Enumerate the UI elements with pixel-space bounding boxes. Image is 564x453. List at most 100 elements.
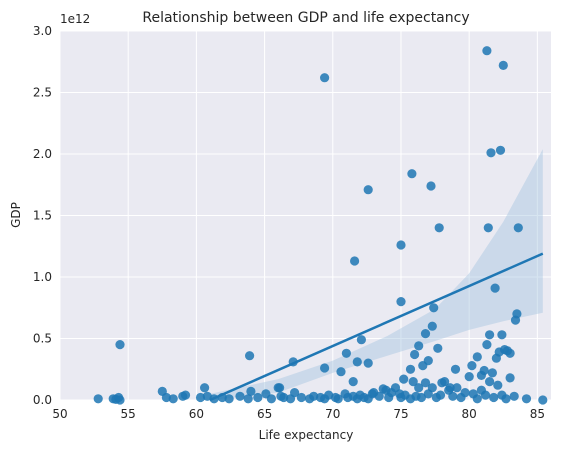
data-point [93, 394, 103, 404]
regression-line [209, 252, 544, 402]
data-point [427, 383, 437, 393]
data-point [423, 356, 433, 366]
x-axis-label: Life expectancy [259, 428, 354, 442]
data-point [482, 46, 492, 56]
y-tick-label: 0.5 [33, 332, 52, 346]
data-point [427, 321, 437, 331]
data-points [93, 46, 548, 405]
data-point [472, 352, 482, 362]
x-tick-label: 60 [189, 407, 204, 421]
data-point [420, 329, 431, 339]
data-point [480, 390, 491, 400]
chart-title: Relationship between GDP and life expect… [142, 10, 469, 26]
data-point [195, 392, 206, 403]
data-point [513, 223, 523, 233]
data-point [416, 392, 426, 403]
data-point [115, 395, 125, 405]
data-point [460, 388, 470, 398]
data-point [485, 330, 495, 340]
confidence-band [210, 149, 543, 400]
y-tick-label: 1.5 [33, 209, 52, 223]
x-tick-label: 50 [52, 407, 67, 421]
y-tick-label: 2.0 [33, 147, 52, 161]
data-point [405, 364, 416, 374]
data-point [336, 367, 346, 377]
data-point [472, 394, 482, 404]
data-point [414, 341, 424, 351]
x-tick-label: 70 [325, 407, 340, 421]
x-tick-labels: 50 55 60 65 70 75 80 85 [52, 407, 545, 421]
data-point [333, 394, 343, 404]
data-point [363, 358, 373, 368]
y-tick-labels: 0.0 0.5 1.0 1.5 2.0 2.5 3.0 [33, 24, 52, 407]
data-point [538, 395, 548, 405]
data-point [246, 386, 256, 396]
x-tick-label: 80 [462, 407, 477, 421]
y-tick-label: 2.5 [33, 86, 52, 100]
data-point [296, 392, 306, 403]
data-point [505, 373, 515, 383]
data-point [467, 361, 477, 371]
data-point [509, 391, 519, 401]
x-tick-label: 75 [393, 407, 408, 421]
data-point [487, 368, 497, 378]
data-point [348, 377, 358, 387]
data-point [512, 309, 522, 319]
data-point [290, 388, 300, 398]
data-point [396, 297, 406, 307]
ci-band-area [210, 149, 543, 400]
data-point [490, 283, 500, 293]
data-point [445, 383, 455, 393]
data-point [245, 351, 255, 361]
data-point [495, 145, 506, 155]
data-point [243, 394, 253, 404]
data-point [168, 394, 178, 404]
data-point [407, 169, 417, 179]
data-point [115, 340, 125, 350]
data-point [363, 185, 373, 195]
data-point [273, 383, 283, 393]
data-point [501, 394, 511, 404]
data-point [437, 378, 447, 388]
data-point [356, 335, 366, 345]
data-point [464, 372, 474, 382]
data-point [426, 181, 436, 191]
data-point [448, 391, 458, 401]
data-point [320, 363, 330, 373]
data-point [399, 374, 409, 384]
regression-line-stroke [209, 252, 544, 402]
y-offset-label: 1e12 [60, 12, 90, 26]
data-point [279, 392, 289, 403]
data-point [410, 349, 420, 360]
data-point [505, 348, 515, 358]
data-point [429, 303, 439, 313]
data-point [266, 394, 276, 404]
data-point [235, 391, 245, 401]
grid [59, 30, 551, 401]
data-point [489, 392, 499, 403]
data-point [433, 343, 443, 353]
data-point [497, 330, 507, 340]
data-point [521, 394, 532, 404]
data-point [180, 390, 191, 400]
data-point [450, 364, 461, 374]
data-point [320, 73, 330, 83]
data-point [483, 223, 493, 233]
data-point [386, 388, 396, 398]
data-point [434, 223, 444, 233]
data-point [479, 365, 489, 376]
data-point [369, 388, 379, 398]
data-point [341, 348, 351, 358]
data-point [435, 390, 446, 400]
x-tick-label: 85 [530, 407, 545, 421]
data-point [309, 391, 319, 401]
data-point [452, 383, 462, 393]
data-point [498, 60, 508, 70]
y-tick-label: 0.0 [33, 393, 52, 407]
y-tick-label: 1.0 [33, 270, 52, 284]
y-tick-label: 3.0 [33, 24, 52, 38]
data-point [482, 340, 492, 350]
data-point [493, 380, 503, 390]
data-point [200, 383, 210, 393]
